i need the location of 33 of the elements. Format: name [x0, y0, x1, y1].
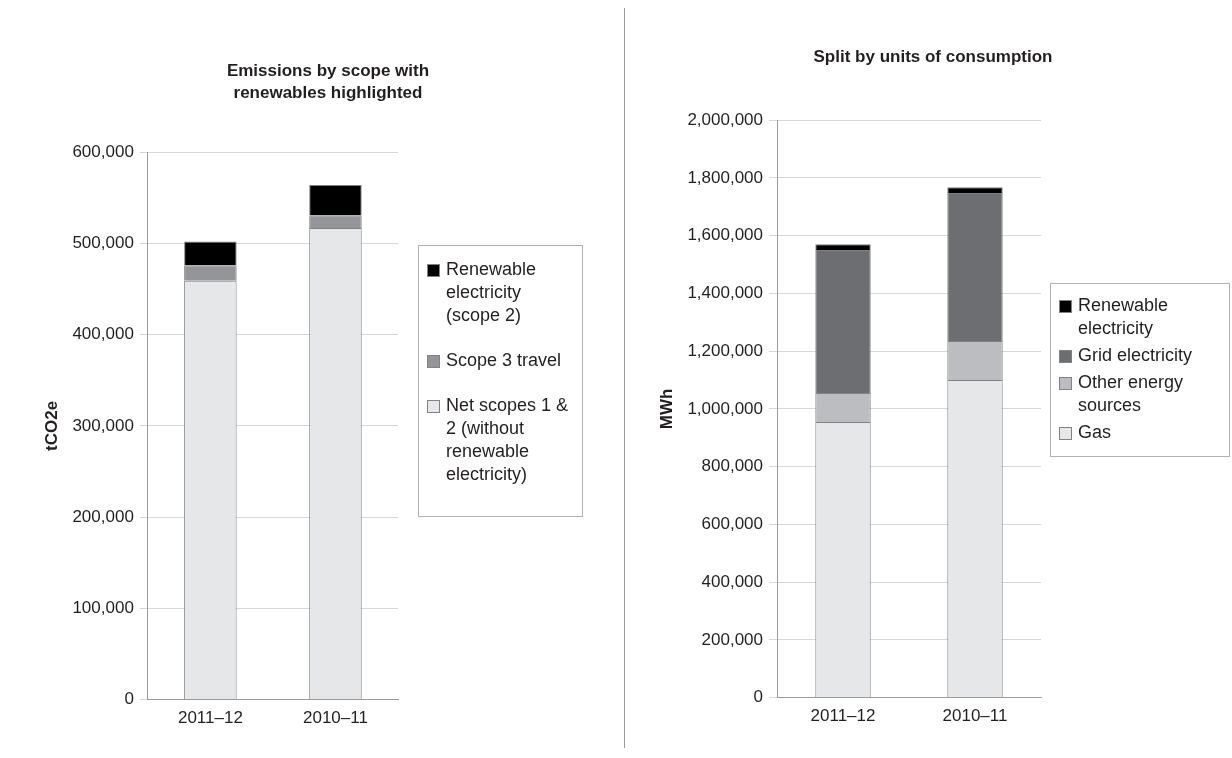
chart-title: Emissions by scope with renewables highlighted: [225, 60, 431, 104]
x-tick-label: 2011–12: [177, 708, 243, 728]
x-tick-label: 2010–11: [942, 706, 1008, 726]
legend-label: Grid electricity: [1078, 344, 1193, 367]
y-tick-label: 400,000: [72, 324, 134, 344]
y-tick-label: 200,000: [701, 629, 764, 649]
y-axis-title: MWh: [656, 388, 676, 430]
y-tick-label: 1,200,000: [687, 340, 764, 360]
x-tick-label: 2011–12: [810, 706, 876, 726]
y-tick-label: 1,400,000: [687, 283, 764, 303]
y-tick-label: 100,000: [72, 598, 134, 618]
y-tick-label: 400,000: [701, 571, 764, 591]
legend-label: Gas: [1078, 421, 1112, 444]
y-tick-label: 2,000,000: [687, 109, 764, 129]
y-tick-label: 0: [124, 689, 134, 709]
y-tick-label: 500,000: [72, 233, 134, 253]
y-tick-label: 800,000: [701, 456, 764, 476]
y-tick-label: 1,000,000: [687, 398, 764, 418]
y-tick-label: 0: [753, 687, 764, 707]
legend-label: Other energy sources: [1078, 371, 1185, 417]
y-axis-title: tCO2e: [41, 400, 61, 451]
legend-label: Renewable electricity: [1078, 294, 1170, 340]
y-tick-label: 1,800,000: [687, 167, 764, 187]
chart-title: Split by units of consumption: [812, 46, 1054, 68]
legend-label: Net scopes 1 & 2 (without renewable electricity): [446, 394, 570, 486]
x-tick-label: 2010–11: [303, 708, 368, 728]
legend-label: Scope 3 travel: [446, 349, 562, 372]
y-tick-label: 600,000: [701, 514, 764, 534]
y-tick-label: 600,000: [72, 141, 134, 161]
y-tick-label: 1,600,000: [687, 225, 764, 245]
y-tick-label: 200,000: [72, 506, 134, 526]
legend-label: Renewable electricity (scope 2): [446, 258, 538, 327]
y-tick-label: 300,000: [72, 415, 134, 435]
